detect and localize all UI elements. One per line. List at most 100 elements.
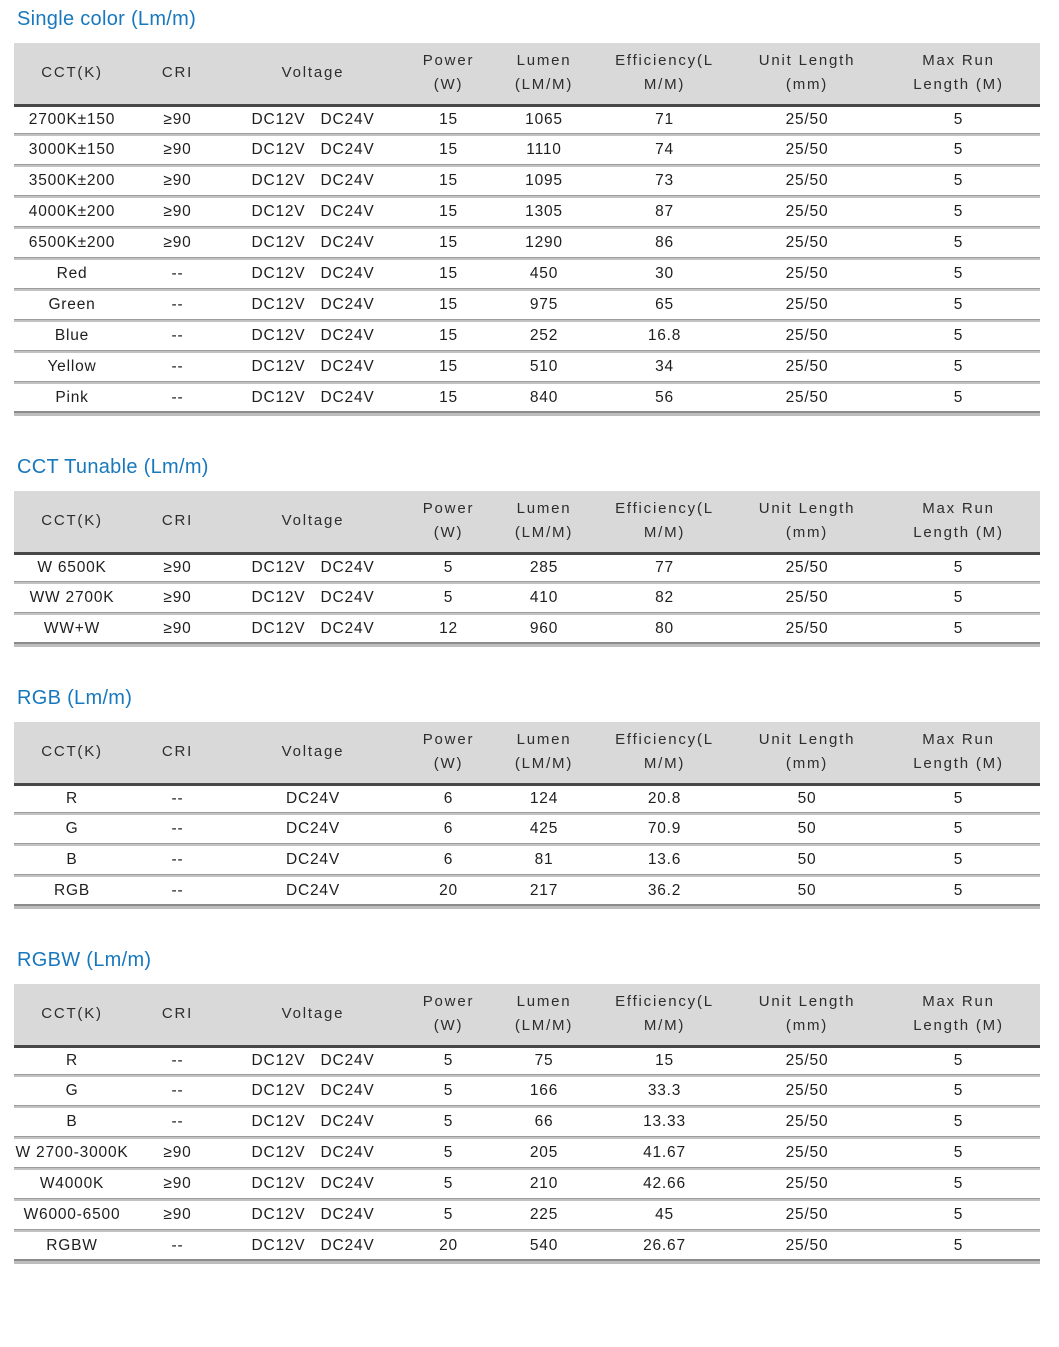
table-cell: DC12V DC24V (225, 1170, 401, 1198)
table-row: B -- DC24V 6 81 13.6 50 5 (14, 846, 1040, 874)
table-cell: DC12V DC24V (225, 1232, 401, 1260)
column-header: Voltage (225, 722, 401, 786)
table-cell: 25/50 (737, 167, 877, 195)
table-cell: 33.3 (592, 1077, 737, 1105)
section-rgb-lm-m: RGB (Lm/m) CCT(K) CRI Voltage Power (W) Lume… (14, 687, 1040, 909)
table-cell: -- (130, 815, 225, 843)
column-header: CRI (130, 491, 225, 555)
table-cell: 5 (401, 1077, 496, 1105)
column-header: Unit Length (mm) (737, 984, 877, 1048)
column-header: Voltage (225, 43, 401, 107)
table-cell: W 6500K (14, 553, 130, 581)
table-cell: 5 (401, 1201, 496, 1229)
table-cell: 25/50 (737, 1139, 877, 1167)
table-row: RGB -- DC24V 20 217 36.2 50 5 (14, 877, 1040, 905)
table-cell: 5 (877, 105, 1040, 133)
spec-table: CCT(K) CRI Voltage Power (W) Lumen (LM/M) Eff… (14, 984, 1040, 1264)
row-separator (14, 411, 1040, 416)
table-cell: 65 (592, 291, 737, 319)
table-cell: 5 (877, 1201, 1040, 1229)
table-row: WW 2700K ≥90 DC12V DC24V 5 410 82 25/50 5 (14, 584, 1040, 612)
table-cell: 50 (737, 784, 877, 812)
table-cell: 5 (877, 1170, 1040, 1198)
row-separator (14, 904, 1040, 909)
section-rgbw-lm-m: RGBW (Lm/m) CCT(K) CRI Voltage Power (W) Lum… (14, 949, 1040, 1264)
table-cell: 81 (496, 846, 592, 874)
column-header: Lumen (LM/M) (496, 984, 592, 1048)
table-cell: DC12V DC24V (225, 136, 401, 164)
table-cell: 5 (401, 1046, 496, 1074)
table-cell: 5 (877, 353, 1040, 381)
table-row: Green -- DC12V DC24V 15 975 65 25/50 5 (14, 291, 1040, 319)
table-cell: DC24V (225, 877, 401, 905)
table-cell: DC12V DC24V (225, 1139, 401, 1167)
table-cell: 71 (592, 105, 737, 133)
column-header: Max Run Length (M) (877, 43, 1040, 107)
table-cell: -- (130, 1077, 225, 1105)
table-cell: B (14, 846, 130, 874)
column-header: CCT(K) (14, 984, 130, 1048)
table-cell: DC12V DC24V (225, 167, 401, 195)
table-cell: 252 (496, 322, 592, 350)
section-title: RGB (Lm/m) (17, 687, 133, 709)
table-cell: 73 (592, 167, 737, 195)
table-cell: 16.8 (592, 322, 737, 350)
table-cell: 1305 (496, 198, 592, 226)
table-cell: 225 (496, 1201, 592, 1229)
table-cell: Blue (14, 322, 130, 350)
table-cell: 25/50 (737, 291, 877, 319)
table-cell: ≥90 (130, 229, 225, 257)
table-cell: 540 (496, 1232, 592, 1260)
table-cell: 6 (401, 815, 496, 843)
table-cell: 25/50 (737, 1232, 877, 1260)
table-row: R -- DC24V 6 124 20.8 50 5 (14, 784, 1040, 812)
table-cell: 50 (737, 815, 877, 843)
table-cell: 25/50 (737, 553, 877, 581)
table-cell: ≥90 (130, 1170, 225, 1198)
table-cell: Red (14, 260, 130, 288)
table-cell: 5 (877, 260, 1040, 288)
row-separator (14, 318, 1040, 323)
table-cell: 124 (496, 784, 592, 812)
table-cell: DC12V DC24V (225, 615, 401, 643)
table-header: CCT(K) CRI Voltage Power (W) Lumen (LM/M) Eff… (14, 43, 1040, 107)
table-cell: DC12V DC24V (225, 1201, 401, 1229)
section-cct-tunable-lm-m: CCT Tunable (Lm/m) CCT(K) CRI Voltage Power… (14, 456, 1040, 647)
table-cell: 425 (496, 815, 592, 843)
table-cell: 77 (592, 553, 737, 581)
column-header: Max Run Length (M) (877, 722, 1040, 786)
table-row: Yellow -- DC12V DC24V 15 510 34 25/50 5 (14, 353, 1040, 381)
table-cell: 13.6 (592, 846, 737, 874)
table-cell: DC12V DC24V (225, 229, 401, 257)
table-cell: 36.2 (592, 877, 737, 905)
table-row: Red -- DC12V DC24V 15 450 30 25/50 5 (14, 260, 1040, 288)
row-separator (14, 1228, 1040, 1233)
table-cell: DC12V DC24V (225, 260, 401, 288)
table-cell: 5 (877, 1139, 1040, 1167)
row-separator (14, 1073, 1040, 1078)
table-cell: 25/50 (737, 584, 877, 612)
table-cell: Yellow (14, 353, 130, 381)
table-cell: 5 (877, 815, 1040, 843)
table-cell: 6 (401, 846, 496, 874)
table-cell: 210 (496, 1170, 592, 1198)
table-cell: 25/50 (737, 1046, 877, 1074)
row-separator (14, 811, 1040, 816)
table-cell: 25/50 (737, 1108, 877, 1136)
column-header: Voltage (225, 491, 401, 555)
table-cell: 56 (592, 384, 737, 412)
table-cell: 5 (877, 167, 1040, 195)
table-cell: 5 (877, 322, 1040, 350)
table-cell: 5 (877, 1077, 1040, 1105)
column-header: Efficiency(L M/M) (592, 722, 737, 786)
table-cell: 166 (496, 1077, 592, 1105)
table-cell: 15 (401, 229, 496, 257)
row-separator (14, 1135, 1040, 1140)
table-cell: 975 (496, 291, 592, 319)
table-body: 2700K±150 ≥90 DC12V DC24V 15 1065 71 25/50 5 300… (14, 105, 1040, 416)
table-cell: 5 (877, 1232, 1040, 1260)
column-header: CCT(K) (14, 722, 130, 786)
row-separator (14, 256, 1040, 261)
table-cell: DC12V DC24V (225, 1108, 401, 1136)
table-row: G -- DC12V DC24V 5 166 33.3 25/50 5 (14, 1077, 1040, 1105)
